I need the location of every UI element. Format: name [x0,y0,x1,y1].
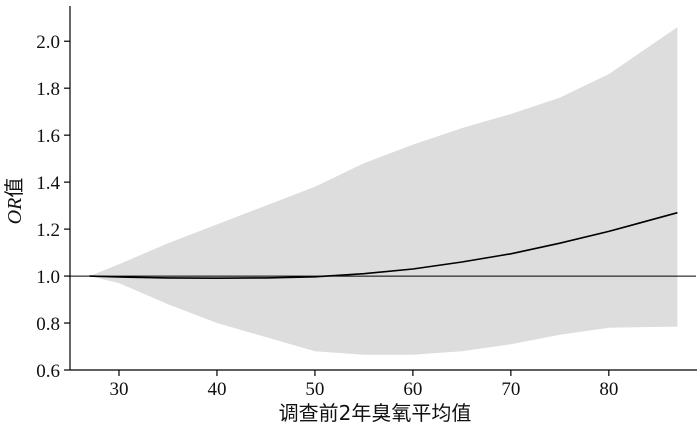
y-tick-label: 1.4 [36,173,60,194]
tick-labels: 0.6 0.8 1.0 1.2 1.4 1.6 1.8 2.0 30 40 50 60 70 80 [36,32,618,400]
y-tick-label: 1.2 [36,220,60,241]
x-tick-label: 30 [109,379,128,400]
x-tick-label: 70 [501,379,520,400]
x-tick-label: 60 [403,379,422,400]
axes [64,6,697,376]
y-tick-label: 2.0 [36,32,60,53]
y-axis-title-italic: OR [4,198,26,225]
y-axis-title: OR值 [2,178,26,225]
y-tick-label: 1.0 [36,267,60,288]
y-tick-label: 0.8 [36,314,60,335]
plot-area [70,27,696,355]
x-tick-label: 50 [305,379,324,400]
x-tick-label: 80 [599,379,618,400]
y-axis-title-unit: 值 [2,178,26,198]
y-tick-label: 1.6 [36,126,60,147]
confidence-band [89,27,678,355]
y-tick-label: 1.8 [36,79,60,100]
y-tick-label: 0.6 [36,361,60,382]
x-axis-title: 调查前2年臭氧平均值 [279,401,472,425]
x-tick-label: 40 [207,379,226,400]
estimate-line [89,211,678,280]
